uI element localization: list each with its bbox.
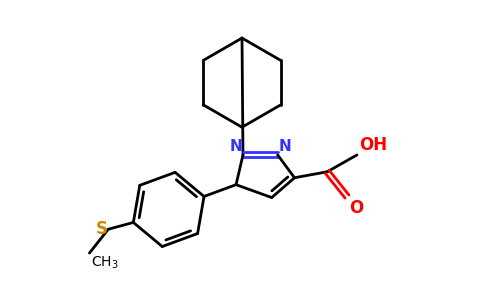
Text: OH: OH [359, 136, 387, 154]
Text: N: N [229, 139, 242, 154]
Text: S: S [95, 220, 107, 238]
Text: N: N [279, 139, 291, 154]
Text: O: O [349, 199, 363, 217]
Text: CH$_3$: CH$_3$ [91, 255, 119, 272]
